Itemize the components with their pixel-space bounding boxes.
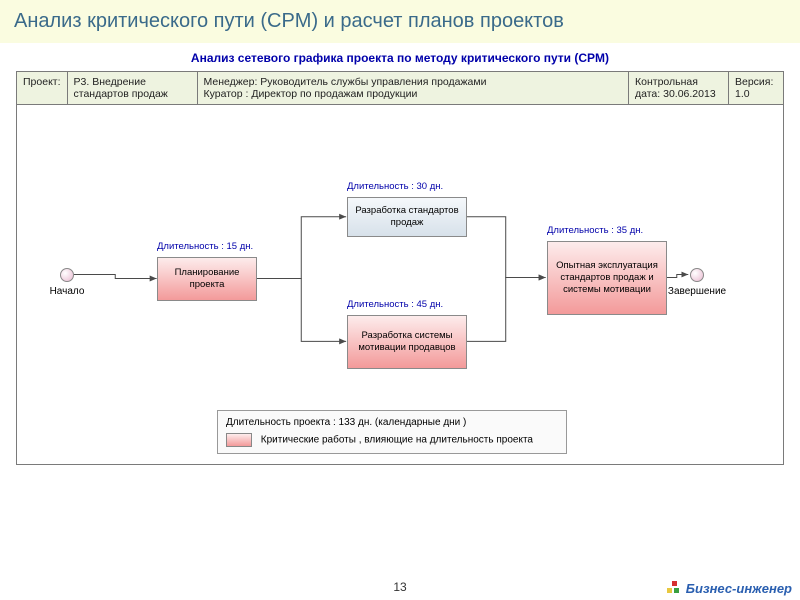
- edge-n2-n4: [466, 217, 546, 278]
- brand-logo: Бизнес-инженер: [667, 581, 792, 596]
- node-n3: Разработка системы мотивации продавцов: [347, 315, 467, 369]
- project-value: Р3. Внедрение стандартов продаж: [67, 72, 197, 105]
- duration-n4: Длительность : 35 дн.: [547, 225, 643, 236]
- manager-curator-cell: Менеджер: Руководитель службы управления…: [197, 72, 628, 105]
- duration-n3: Длительность : 45 дн.: [347, 299, 443, 310]
- start-terminal: Начало: [42, 268, 92, 297]
- legend-box: Длительность проекта : 133 дн. (календар…: [217, 410, 567, 454]
- duration-n2: Длительность : 30 дн.: [347, 181, 443, 192]
- end-label: Завершение: [668, 286, 726, 297]
- project-info-table: Проект: Р3. Внедрение стандартов продаж …: [16, 71, 784, 105]
- legend-critical-text: Критические работы , влияющие на длитель…: [261, 435, 533, 446]
- node-n2: Разработка стандартов продаж: [347, 197, 467, 237]
- brand-blocks-icon: [667, 581, 683, 595]
- terminal-circle-icon: [690, 268, 704, 282]
- edge-n1-n3: [256, 279, 346, 342]
- project-label: Проект:: [17, 72, 68, 105]
- node-n1: Планирование проекта: [157, 257, 257, 301]
- curator-line: Куратор : Директор по продажам продукции: [204, 88, 622, 100]
- subtitle: Анализ сетевого графика проекта по метод…: [0, 43, 800, 71]
- duration-n1: Длительность : 15 дн.: [157, 241, 253, 252]
- manager-line: Менеджер: Руководитель службы управления…: [204, 76, 622, 88]
- legend-swatch-critical: [226, 433, 252, 447]
- node-n4: Опытная эксплуатация стандартов продаж и…: [547, 241, 667, 315]
- legend-critical-row: Критические работы , влияющие на длитель…: [226, 433, 558, 447]
- control-date: Контрольная дата: 30.06.2013: [629, 72, 729, 105]
- start-label: Начало: [50, 286, 85, 297]
- version: Версия: 1.0: [729, 72, 784, 105]
- terminal-circle-icon: [60, 268, 74, 282]
- edge-n3-n4: [466, 278, 546, 342]
- legend-duration: Длительность проекта : 133 дн. (календар…: [226, 417, 558, 428]
- end-terminal: Завершение: [672, 268, 722, 297]
- page-title: Анализ критического пути (CPM) и расчет …: [0, 0, 800, 43]
- diagram-area: Длительность проекта : 133 дн. (календар…: [16, 105, 784, 465]
- brand-text: Бизнес-инженер: [686, 581, 792, 596]
- edge-n1-n2: [256, 217, 346, 279]
